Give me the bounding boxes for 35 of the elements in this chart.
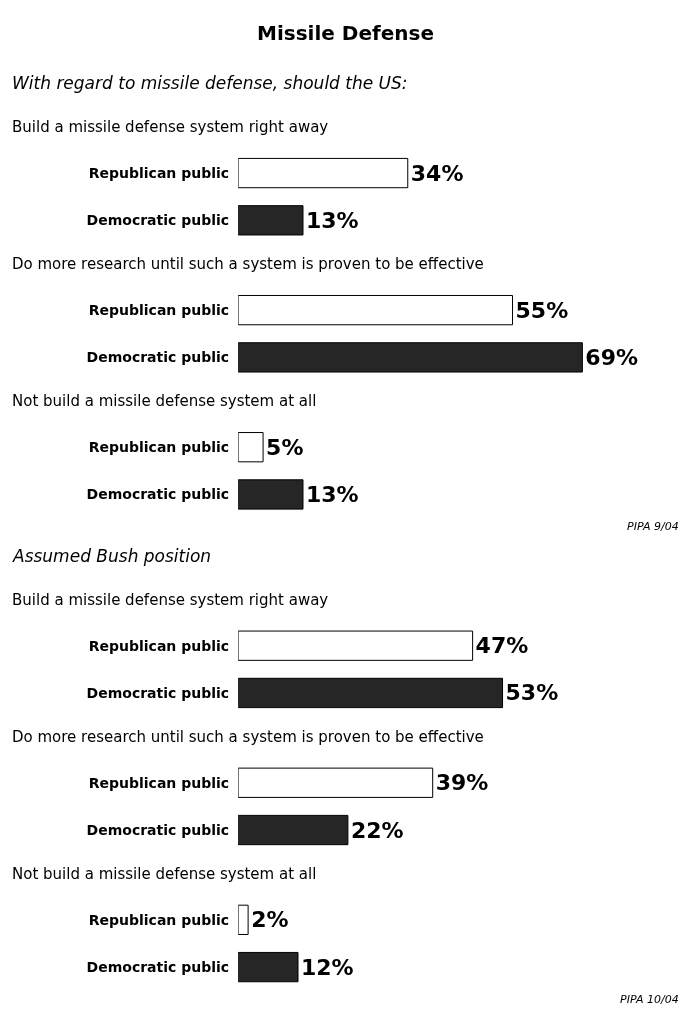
data-label: 13%	[305, 481, 359, 507]
text: PIPA 9/04	[627, 520, 679, 533]
data-label: 22%	[350, 817, 404, 843]
y-tick-label: Democratic public	[86, 821, 230, 838]
data-label: 12%	[301, 954, 354, 980]
y-tick-label: Democratic public	[86, 684, 230, 701]
y-tick-label: Republican public	[88, 164, 230, 181]
chart-title: Build a missile defense system right away	[12, 591, 329, 609]
y-tick-label: Democratic public	[86, 959, 230, 975]
y-tick-label: Republican public	[88, 439, 230, 456]
chart-title: Not build a missile defense system at all	[12, 865, 317, 883]
data-label: 55%	[515, 297, 569, 323]
data-label: 2%	[251, 907, 289, 933]
y-tick-label: Republican public	[88, 637, 230, 654]
text: Missile Defense	[257, 21, 434, 45]
data-label: 39%	[435, 770, 489, 796]
data-label: 47%	[475, 633, 529, 659]
chart-title: Not build a missile defense system at all	[12, 392, 317, 410]
y-tick-label: Republican public	[88, 302, 230, 319]
data-label: 69%	[585, 344, 639, 370]
chart-title: Do more research until such a system is proven to be effective	[12, 728, 484, 746]
text: With regard to missile defense, should the US:	[12, 73, 408, 93]
chart-title: Build a missile defense system right away	[12, 118, 329, 136]
y-tick-label: Republican public	[88, 911, 230, 928]
y-tick-label: Democratic public	[86, 486, 230, 503]
y-tick-label: Democratic public	[86, 212, 230, 229]
data-label: 34%	[410, 160, 464, 186]
y-tick-label: Republican public	[88, 774, 230, 791]
y-tick-label: Democratic public	[86, 349, 230, 366]
data-label: 13%	[305, 207, 359, 233]
data-label: 5%	[266, 434, 304, 460]
text: Assumed Bush position	[12, 546, 212, 566]
chart-title: Do more research until such a system is proven to be effective	[12, 255, 484, 273]
text: PIPA 10/04	[620, 993, 679, 1006]
data-label: 53%	[505, 680, 559, 706]
